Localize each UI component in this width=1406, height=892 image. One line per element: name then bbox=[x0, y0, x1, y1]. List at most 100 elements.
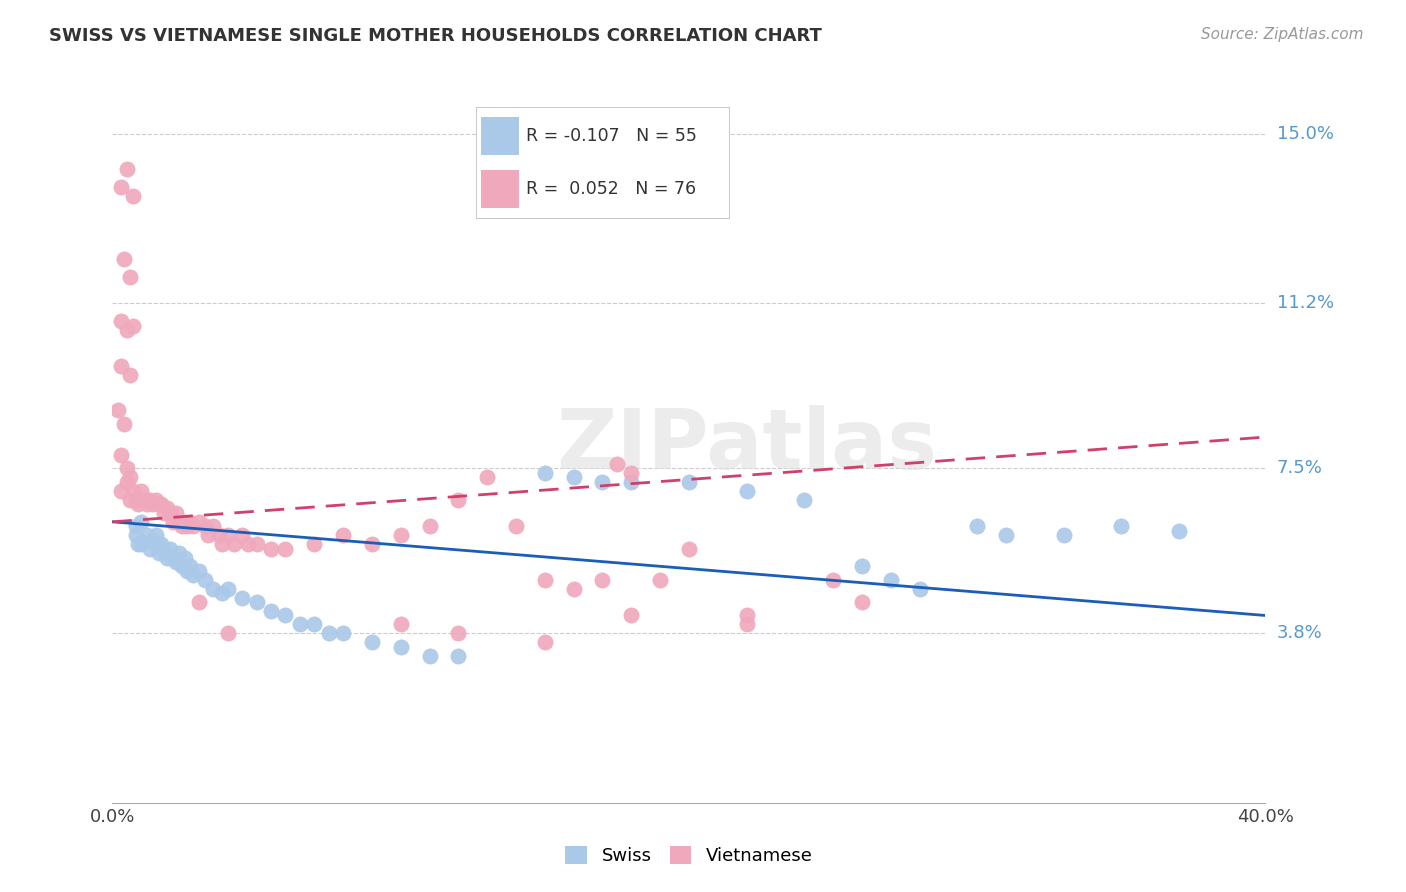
Point bbox=[139, 541, 162, 556]
Point bbox=[110, 483, 132, 498]
Point bbox=[112, 252, 135, 266]
Point bbox=[129, 515, 153, 529]
Point bbox=[606, 457, 628, 471]
Point bbox=[136, 497, 159, 511]
Point bbox=[134, 492, 156, 507]
Point bbox=[188, 595, 211, 609]
Point bbox=[851, 595, 873, 609]
Point bbox=[118, 470, 141, 484]
Point bbox=[118, 368, 141, 382]
Point bbox=[167, 546, 190, 560]
Point bbox=[966, 519, 988, 533]
Text: Source: ZipAtlas.com: Source: ZipAtlas.com bbox=[1201, 27, 1364, 42]
Point bbox=[142, 497, 165, 511]
Point bbox=[274, 608, 297, 623]
Point bbox=[678, 475, 700, 489]
Point bbox=[156, 550, 179, 565]
Point bbox=[592, 573, 614, 587]
Point bbox=[121, 189, 143, 203]
Point bbox=[107, 403, 129, 417]
Point bbox=[447, 492, 470, 507]
Point bbox=[115, 475, 138, 489]
Point bbox=[562, 582, 585, 596]
Point bbox=[1053, 528, 1076, 542]
Point bbox=[162, 515, 184, 529]
Text: SWISS VS VIETNAMESE SINGLE MOTHER HOUSEHOLDS CORRELATION CHART: SWISS VS VIETNAMESE SINGLE MOTHER HOUSEH… bbox=[49, 27, 823, 45]
Point bbox=[156, 501, 179, 516]
Point bbox=[304, 617, 326, 632]
Point bbox=[505, 519, 527, 533]
Point bbox=[592, 475, 614, 489]
Point bbox=[129, 537, 153, 551]
Point bbox=[246, 537, 269, 551]
Point bbox=[202, 519, 225, 533]
Point bbox=[142, 533, 165, 547]
Point bbox=[170, 559, 193, 574]
Point bbox=[793, 492, 815, 507]
Point bbox=[447, 626, 470, 640]
Point bbox=[115, 162, 138, 177]
Point bbox=[360, 537, 382, 551]
Text: ZIPatlas: ZIPatlas bbox=[557, 406, 936, 486]
Point bbox=[145, 492, 167, 507]
Point bbox=[274, 541, 297, 556]
Point bbox=[202, 582, 225, 596]
Point bbox=[197, 528, 219, 542]
Point bbox=[678, 541, 700, 556]
Point bbox=[194, 573, 217, 587]
Point bbox=[159, 506, 181, 520]
Point bbox=[650, 573, 672, 587]
Point bbox=[217, 582, 239, 596]
Point bbox=[620, 466, 643, 480]
Text: 15.0%: 15.0% bbox=[1277, 125, 1333, 143]
Text: 7.5%: 7.5% bbox=[1277, 459, 1323, 477]
Point bbox=[194, 519, 217, 533]
Point bbox=[332, 626, 354, 640]
Point bbox=[124, 528, 146, 542]
Point bbox=[170, 519, 193, 533]
Text: 3.8%: 3.8% bbox=[1277, 624, 1322, 642]
Point bbox=[110, 359, 132, 373]
Point bbox=[127, 537, 149, 551]
Point bbox=[179, 559, 201, 574]
Point bbox=[389, 617, 412, 632]
Point bbox=[159, 541, 181, 556]
Point bbox=[534, 466, 557, 480]
Point bbox=[124, 492, 146, 507]
Point bbox=[995, 528, 1018, 542]
Point bbox=[217, 626, 239, 640]
Point bbox=[110, 180, 132, 194]
Legend: Swiss, Vietnamese: Swiss, Vietnamese bbox=[558, 838, 820, 872]
Point bbox=[121, 318, 143, 333]
Point bbox=[148, 546, 170, 560]
Point bbox=[821, 573, 844, 587]
Point bbox=[115, 461, 138, 475]
Point bbox=[419, 519, 441, 533]
Text: 11.2%: 11.2% bbox=[1277, 294, 1334, 312]
Point bbox=[118, 269, 141, 284]
Point bbox=[188, 515, 211, 529]
Point bbox=[211, 537, 233, 551]
Point bbox=[389, 640, 412, 654]
Point bbox=[1111, 519, 1133, 533]
Point bbox=[179, 515, 201, 529]
Point bbox=[534, 635, 557, 649]
Point bbox=[304, 537, 326, 551]
Point bbox=[188, 564, 211, 578]
Point bbox=[176, 519, 198, 533]
Point bbox=[115, 323, 138, 337]
Point bbox=[211, 586, 233, 600]
Point bbox=[129, 483, 153, 498]
Point bbox=[1167, 524, 1189, 538]
Point bbox=[112, 417, 135, 431]
Point bbox=[735, 608, 758, 623]
Point bbox=[236, 537, 259, 551]
Point bbox=[562, 470, 585, 484]
Point bbox=[447, 648, 470, 663]
Point bbox=[136, 528, 159, 542]
Point bbox=[208, 528, 231, 542]
Point bbox=[110, 448, 132, 462]
Point bbox=[139, 492, 162, 507]
Point bbox=[181, 519, 204, 533]
Point bbox=[246, 595, 269, 609]
